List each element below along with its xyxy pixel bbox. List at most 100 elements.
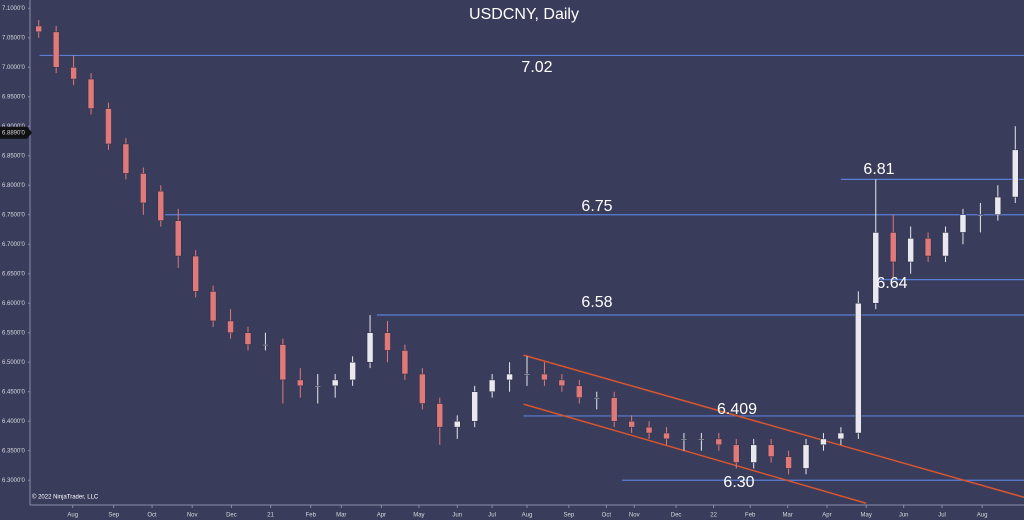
- candle-body: [349, 361, 356, 381]
- candle-body: [366, 332, 374, 363]
- candle-body: [506, 373, 513, 381]
- y-tick-label: 6.5000'0: [2, 360, 25, 366]
- x-tick-label: 22: [710, 513, 717, 519]
- candle-body: [1012, 149, 1019, 198]
- y-tick-label: 7.0500'0: [2, 35, 25, 41]
- x-tick-label: Jul: [938, 513, 946, 519]
- candle-body: [924, 238, 932, 257]
- x-tick-label: Aug: [522, 513, 533, 519]
- candle-body: [628, 420, 635, 428]
- candle-body: [610, 397, 618, 422]
- candle-body: [52, 31, 60, 68]
- candle-body: [122, 143, 130, 174]
- trend-line: [523, 403, 867, 504]
- candle-body: [331, 379, 339, 387]
- y-tick-label: 6.4000'0: [2, 419, 25, 425]
- y-tick-label: 6.3500'0: [2, 448, 25, 454]
- x-tick-label: Sep: [564, 513, 575, 519]
- candle-body: [959, 214, 967, 233]
- candle-body: [820, 438, 827, 446]
- x-tick-label: Apr: [822, 513, 831, 519]
- level-label: 6.409: [717, 401, 757, 418]
- candle-body: [994, 196, 1002, 215]
- candle-body: [35, 25, 42, 33]
- copyright: © 2022 NinjaTrader, LLC: [32, 494, 99, 501]
- candle-body: [855, 302, 862, 434]
- level-label: 6.58: [581, 294, 612, 311]
- candle-body: [593, 397, 601, 399]
- y-tick-label: 6.7000'0: [2, 242, 25, 248]
- x-tick-label: Jun: [899, 513, 909, 519]
- x-tick-label: Sep: [108, 513, 119, 519]
- candle-body: [907, 238, 914, 263]
- candle-body: [174, 220, 182, 257]
- candle-body: [453, 420, 461, 428]
- x-tick-label: Oct: [147, 513, 157, 519]
- candle-body: [105, 108, 112, 145]
- candle-body: [663, 432, 670, 440]
- candle-body: [837, 432, 845, 440]
- x-tick-label: Apr: [377, 513, 386, 519]
- last-price-marker: [0, 126, 32, 139]
- candle-body: [419, 373, 426, 404]
- y-tick-label: 6.9500'0: [2, 94, 25, 100]
- candle-body: [401, 350, 409, 375]
- y-tick-label: 7.1000'0: [2, 6, 25, 12]
- y-tick-label: 7.0000'0: [2, 65, 25, 71]
- x-tick-label: Feb: [745, 513, 756, 519]
- x-tick-label: 21: [267, 513, 274, 519]
- y-tick-label: 6.8000'0: [2, 183, 25, 189]
- candle-body: [785, 456, 792, 469]
- candle-body: [244, 332, 252, 345]
- candle-body: [87, 78, 95, 109]
- x-tick-label: Dec: [226, 513, 237, 519]
- level-label: 6.81: [863, 161, 894, 178]
- level-label: 6.75: [581, 198, 612, 215]
- level-label: 6.30: [723, 474, 754, 491]
- candle-body: [750, 444, 757, 463]
- x-tick-label: Mar: [783, 513, 793, 519]
- candle-body: [698, 438, 705, 441]
- candle-body: [436, 403, 444, 428]
- candle-body: [802, 444, 810, 469]
- x-tick-label: Aug: [977, 513, 988, 519]
- candle-body: [558, 379, 566, 387]
- candle-body: [192, 255, 199, 292]
- candle-body: [157, 190, 165, 221]
- candle-body: [279, 344, 287, 381]
- x-tick-label: May: [861, 513, 872, 519]
- candle-body: [977, 214, 984, 216]
- x-tick-label: May: [413, 513, 424, 519]
- candle-body: [733, 444, 740, 463]
- y-tick-label: 6.4500'0: [2, 389, 25, 395]
- candle-body: [680, 438, 688, 441]
- x-tick-label: Nov: [187, 513, 198, 519]
- candle-body: [140, 173, 147, 204]
- candle-body: [488, 379, 496, 392]
- candle-body: [889, 232, 897, 263]
- candle-body: [70, 67, 77, 80]
- x-tick-label: Oct: [602, 513, 612, 519]
- x-tick-label: Mar: [336, 513, 346, 519]
- candle-body: [541, 373, 548, 381]
- candle-body: [314, 385, 321, 388]
- x-tick-label: Nov: [629, 513, 640, 519]
- x-tick-label: Aug: [67, 513, 78, 519]
- y-tick-label: 6.3000'0: [2, 478, 25, 484]
- candle-body: [384, 332, 391, 351]
- level-label: 6.64: [876, 275, 907, 292]
- y-tick-label: 6.6000'0: [2, 301, 25, 307]
- x-tick-label: Feb: [306, 513, 317, 519]
- y-tick-label: 6.5500'0: [2, 330, 25, 336]
- candle-body: [297, 379, 304, 387]
- candle-body: [715, 438, 723, 446]
- y-tick-label: 6.6500'0: [2, 271, 25, 277]
- candle-body: [872, 232, 880, 304]
- candle-body: [523, 373, 531, 376]
- candle-body: [227, 320, 234, 333]
- candle-body: [209, 291, 217, 322]
- y-tick-label: 6.8500'0: [2, 153, 25, 159]
- candle-body: [767, 444, 775, 457]
